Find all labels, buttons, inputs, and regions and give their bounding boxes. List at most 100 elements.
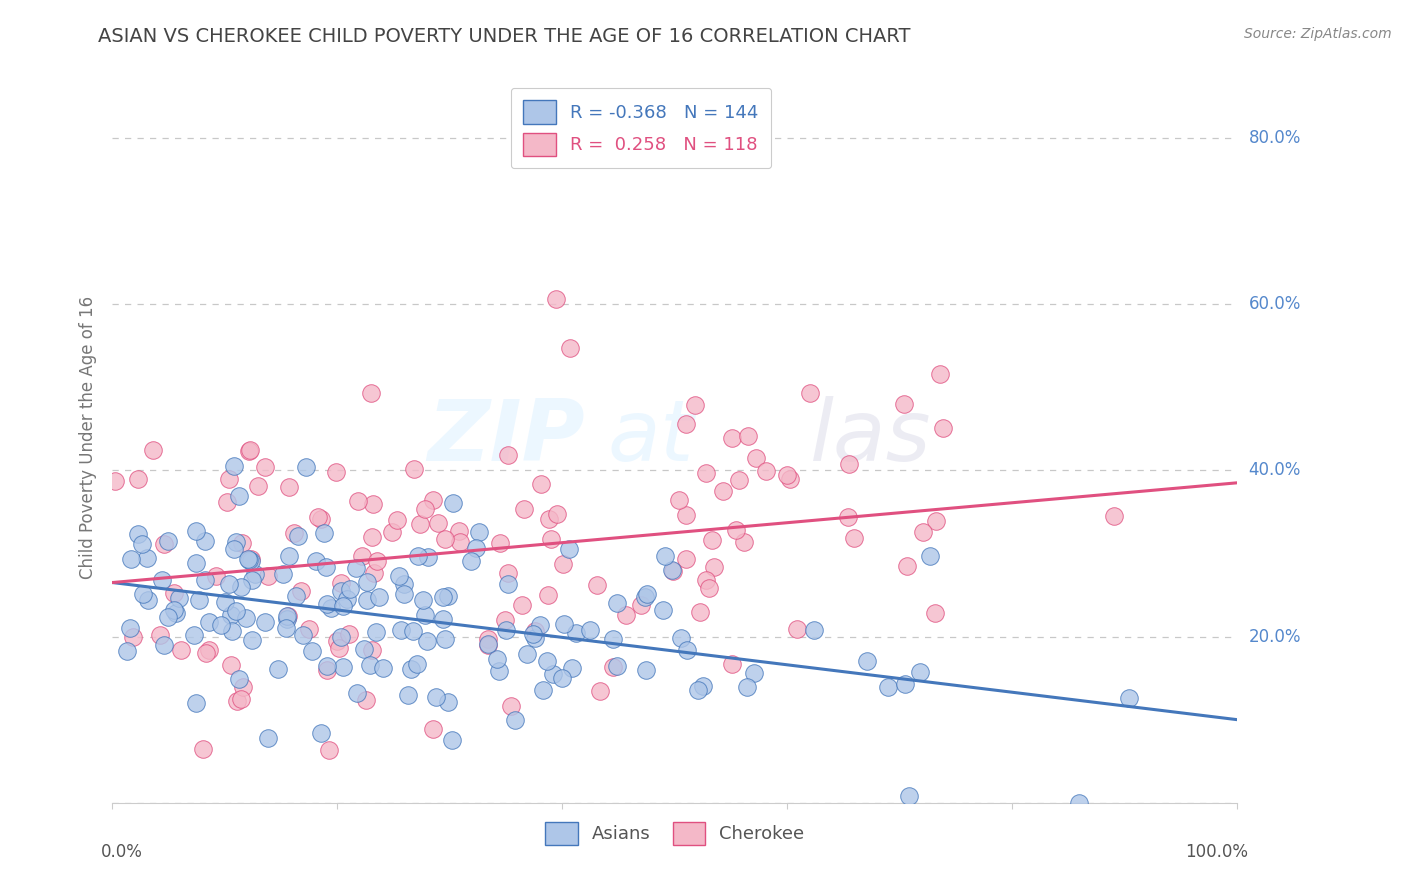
Point <box>283 526 305 541</box>
Point <box>501 699 523 714</box>
Point <box>510 598 533 612</box>
Point <box>550 671 572 685</box>
Point <box>662 564 685 578</box>
Point <box>908 665 931 679</box>
Point <box>183 627 205 641</box>
Point <box>149 628 172 642</box>
Text: at: at <box>607 395 695 479</box>
Point <box>276 608 298 623</box>
Point <box>733 535 755 549</box>
Point <box>799 386 821 401</box>
Point <box>406 549 429 564</box>
Point <box>585 578 607 592</box>
Point <box>606 596 628 610</box>
Point <box>433 532 456 546</box>
Point <box>219 658 242 673</box>
Point <box>221 624 243 638</box>
Point <box>305 554 328 568</box>
Point <box>468 524 491 539</box>
Point <box>692 679 714 693</box>
Point <box>344 560 367 574</box>
Point <box>602 660 624 674</box>
Point <box>695 573 717 587</box>
Point <box>477 637 499 651</box>
Point <box>325 466 347 480</box>
Point <box>464 541 486 555</box>
Point <box>360 530 382 544</box>
Point <box>602 632 624 646</box>
Point <box>229 581 252 595</box>
Point <box>932 421 955 435</box>
Point <box>441 496 464 510</box>
Point <box>198 643 221 657</box>
Point <box>676 643 699 657</box>
Point <box>427 516 450 531</box>
Point <box>488 664 510 678</box>
Point <box>356 575 378 590</box>
Point <box>920 549 942 563</box>
Point <box>115 644 138 658</box>
Point <box>290 584 312 599</box>
Point <box>330 630 353 644</box>
Point <box>675 552 697 566</box>
Point <box>893 397 915 411</box>
Point <box>396 688 419 702</box>
Point <box>416 634 439 648</box>
Point <box>224 541 246 556</box>
Point <box>316 658 339 673</box>
Point <box>150 573 173 587</box>
Point <box>779 472 801 486</box>
Point <box>131 536 153 550</box>
Point <box>295 460 318 475</box>
Point <box>142 442 165 457</box>
Point <box>118 621 141 635</box>
Point <box>153 537 176 551</box>
Point <box>523 632 546 646</box>
Point <box>328 640 350 655</box>
Text: 40.0%: 40.0% <box>1249 461 1301 479</box>
Point <box>184 556 207 570</box>
Point <box>737 428 759 442</box>
Point <box>359 658 381 673</box>
Point <box>634 590 657 604</box>
Point <box>408 516 430 531</box>
Point <box>721 431 744 445</box>
Point <box>132 587 155 601</box>
Point <box>337 627 360 641</box>
Point <box>350 549 373 564</box>
Point <box>104 475 127 489</box>
Point <box>558 542 581 557</box>
Point <box>245 566 267 581</box>
Point <box>184 524 207 538</box>
Text: 100.0%: 100.0% <box>1185 843 1249 861</box>
Point <box>724 523 747 537</box>
Point <box>924 606 946 620</box>
Point <box>434 632 457 646</box>
Point <box>695 467 717 481</box>
Point <box>218 472 240 486</box>
Text: Source: ZipAtlas.com: Source: ZipAtlas.com <box>1244 27 1392 41</box>
Text: 80.0%: 80.0% <box>1249 128 1301 147</box>
Point <box>530 477 553 491</box>
Point <box>204 569 226 583</box>
Point <box>606 659 628 673</box>
Point <box>1067 796 1090 810</box>
Point <box>668 492 690 507</box>
Point <box>229 691 252 706</box>
Point <box>256 731 278 746</box>
Point <box>703 559 725 574</box>
Point <box>170 643 193 657</box>
Point <box>194 573 217 587</box>
Point <box>803 623 825 637</box>
Point <box>253 459 276 474</box>
Point <box>318 743 340 757</box>
Point <box>315 663 337 677</box>
Point <box>136 593 159 607</box>
Point <box>163 586 186 600</box>
Point <box>537 588 560 602</box>
Point <box>388 569 411 583</box>
Point <box>238 553 260 567</box>
Text: ZIP: ZIP <box>427 395 585 479</box>
Point <box>689 605 711 619</box>
Point <box>368 590 391 604</box>
